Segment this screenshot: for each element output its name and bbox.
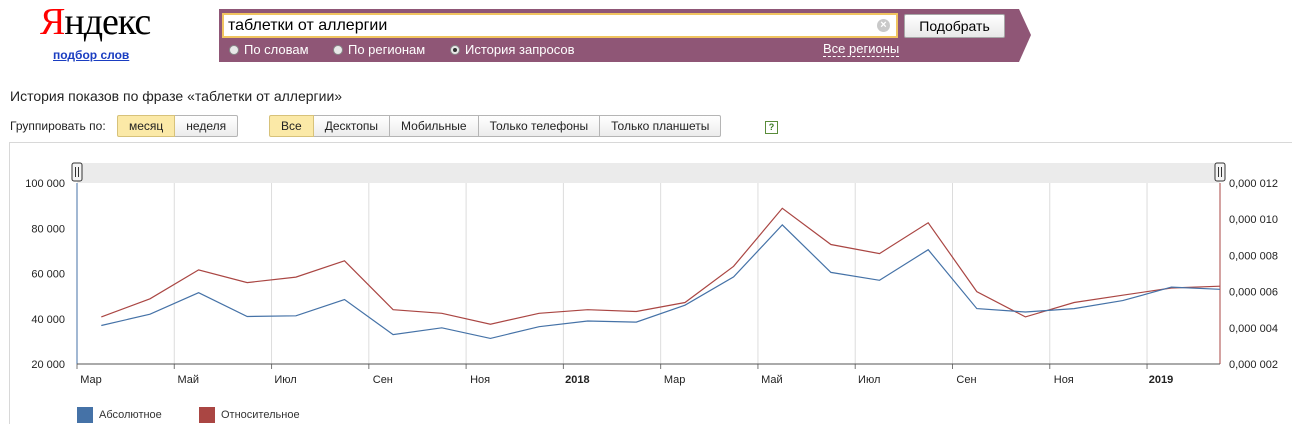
x-tick-label: Сен xyxy=(373,374,393,386)
mode-label: История запросов xyxy=(465,42,575,57)
right-tick-label: 0,000 002 xyxy=(1229,359,1278,371)
series-line-relative xyxy=(101,207,1221,325)
x-tick-label: Сен xyxy=(956,374,976,386)
x-tick-label: Июл xyxy=(274,374,296,386)
device-tablets-button[interactable]: Только планшеты xyxy=(600,115,722,137)
range-handle-left xyxy=(71,162,83,182)
device-all-button[interactable]: Все xyxy=(269,115,314,137)
chart-frame xyxy=(9,142,1292,424)
right-tick-label: 0,000 008 xyxy=(1229,250,1278,262)
right-tick-label: 0,000 012 xyxy=(1229,178,1278,190)
left-tick-label: 40 000 xyxy=(31,314,65,326)
mode-label: По словам xyxy=(244,42,309,57)
pick-button[interactable]: Подобрать xyxy=(904,14,1005,38)
group-label: Группировать по: xyxy=(10,119,106,133)
range-handle-right xyxy=(1214,162,1226,182)
radio-dot xyxy=(333,44,343,55)
group-month-button[interactable]: месяц xyxy=(117,115,176,137)
logo-first-letter: Я xyxy=(40,1,65,43)
logo-rest: ндекс xyxy=(64,1,151,43)
group-week-button[interactable]: неделя xyxy=(175,115,239,137)
device-phones-button[interactable]: Только телефоны xyxy=(478,115,601,137)
x-tick-label: Ноя xyxy=(470,374,490,386)
legend-absolute[interactable]: Абсолютное xyxy=(77,407,162,423)
legend-relative[interactable]: Относительное xyxy=(199,407,300,423)
page-title: История показов по фразе «таблетки от ал… xyxy=(10,88,343,104)
right-tick-label: 0,000 010 xyxy=(1229,214,1278,226)
all-regions-link[interactable]: Все регионы xyxy=(823,41,900,57)
yandex-logo[interactable]: Яндекс xyxy=(40,1,151,43)
right-tick-label: 0,000 006 xyxy=(1229,287,1278,299)
wordstat-link[interactable]: подбор слов xyxy=(53,48,130,62)
x-tick-label: Ноя xyxy=(1054,374,1074,386)
left-tick-label: 60 000 xyxy=(31,269,65,281)
help-icon[interactable]: ? xyxy=(765,121,778,134)
left-tick-label: 80 000 xyxy=(31,223,65,235)
clear-icon[interactable]: × xyxy=(877,19,890,32)
range-navigator-bar xyxy=(77,163,1220,183)
legend-swatch-relative xyxy=(199,407,215,423)
mode-by-words-radio[interactable]: По словам xyxy=(229,42,309,57)
right-tick-label: 0,000 004 xyxy=(1229,323,1278,335)
device-desktop-button[interactable]: Десктопы xyxy=(313,115,391,137)
device-toggle: Все Десктопы Мобильные Только телефоны Т… xyxy=(269,115,722,137)
left-tick-label: 20 000 xyxy=(31,359,65,371)
x-tick-label: Июл xyxy=(858,374,880,386)
x-tick-label: Мар xyxy=(80,374,102,386)
left-tick-label: 100 000 xyxy=(25,178,65,190)
x-tick-label: Май xyxy=(761,374,783,386)
legend-label-relative: Относительное xyxy=(221,409,300,421)
mode-label: По регионам xyxy=(348,42,426,57)
group-toggle: месяц неделя xyxy=(117,115,239,137)
legend-label-absolute: Абсолютное xyxy=(99,409,162,421)
legend-swatch-absolute xyxy=(77,407,93,423)
device-mobile-button[interactable]: Мобильные xyxy=(390,115,479,137)
mode-history-radio[interactable]: История запросов xyxy=(450,42,575,57)
radio-dot xyxy=(229,44,239,55)
series-line-absolute xyxy=(101,224,1221,340)
x-tick-label: 2018 xyxy=(565,374,589,386)
radio-dot-selected xyxy=(450,44,460,55)
mode-by-regions-radio[interactable]: По регионам xyxy=(333,42,425,57)
search-field[interactable]: × xyxy=(222,13,898,38)
x-tick-label: 2019 xyxy=(1149,374,1173,386)
search-input[interactable] xyxy=(228,17,868,35)
x-tick-label: Мар xyxy=(664,374,686,386)
x-tick-label: Май xyxy=(177,374,199,386)
